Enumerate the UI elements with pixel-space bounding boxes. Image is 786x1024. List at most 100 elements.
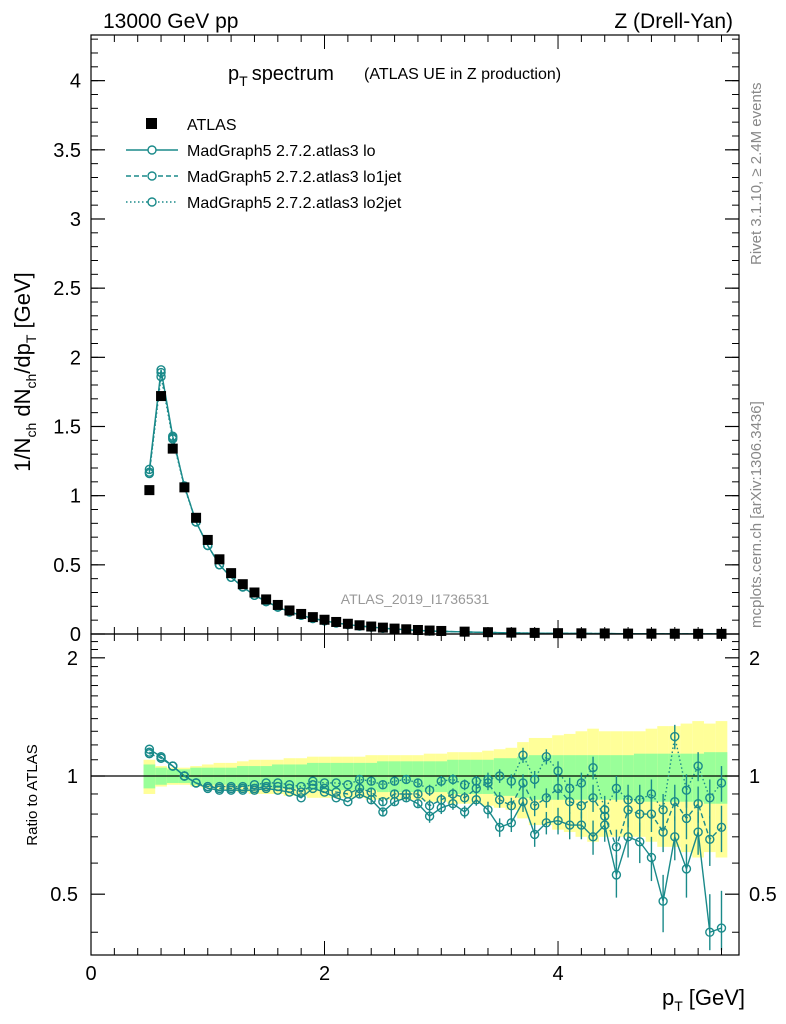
- ratio-point: [611, 783, 622, 794]
- ratio-point: [576, 778, 587, 788]
- ratio-point: [424, 801, 435, 811]
- data-point: [249, 587, 260, 598]
- data-point: [226, 568, 237, 579]
- main-title: pT spectrum (ATLAS UE in Z production): [228, 63, 561, 89]
- band-inner: [645, 753, 658, 802]
- rivet-label: Rivet 3.1.10, ≥ 2.4M events: [748, 83, 765, 266]
- ratio-point: [144, 748, 155, 759]
- band-inner: [412, 761, 424, 793]
- data-point: [307, 612, 318, 623]
- ratio-point: [600, 805, 610, 815]
- ratio-point: [343, 780, 353, 790]
- legend-label: MadGraph5 2.7.2.atlas3 lo2jet: [187, 195, 402, 212]
- ratio-point: [635, 795, 645, 805]
- legend-marker-circle: [147, 171, 157, 181]
- ratio-point: [681, 785, 692, 795]
- legend-label: MadGraph5 2.7.2.atlas3 lo1jet: [187, 169, 402, 186]
- ratio-point: [366, 776, 376, 786]
- ratio-line-2: [149, 751, 722, 849]
- data-point: [342, 618, 353, 629]
- data-point: [179, 482, 190, 493]
- legend-label: MadGraph5 2.7.2.atlas3 lo: [187, 143, 376, 160]
- ratio-point: [401, 789, 411, 799]
- ratio-point: [529, 829, 540, 840]
- ratio-point: [705, 834, 715, 844]
- ratio-ytick-label: 0.5: [50, 884, 78, 906]
- ratio-point: [448, 774, 458, 785]
- ratio-point: [156, 753, 166, 763]
- ratio-point: [565, 820, 575, 830]
- ratio-xtick-label: 0: [85, 963, 96, 985]
- band-inner: [657, 753, 669, 802]
- ratio-point: [273, 778, 283, 788]
- ratio-point: [249, 780, 260, 790]
- ratio-point: [331, 793, 341, 803]
- ratio-point: [506, 801, 517, 811]
- title-main: p: [228, 63, 239, 85]
- ratio-point: [506, 776, 517, 786]
- main-ytick-label: 0.5: [53, 555, 81, 577]
- ratio-point: [576, 801, 587, 811]
- legend-marker-circle: [147, 145, 157, 155]
- ratio-point: [483, 774, 493, 785]
- ratio-point: [635, 837, 645, 847]
- ratio-point: [296, 793, 306, 803]
- data-point: [261, 594, 272, 605]
- title-extra: (ATLAS UE in Z production): [364, 66, 561, 83]
- data-point: [156, 391, 167, 402]
- ratio-point: [646, 852, 657, 863]
- x-axis-label: pT [GeV]: [662, 985, 745, 1014]
- ratio-point: [378, 797, 388, 807]
- ratio-point: [261, 781, 271, 792]
- ratio-point: [319, 783, 330, 794]
- ratio-point: [413, 789, 423, 799]
- ratio-point: [179, 771, 190, 781]
- mc-line-2: [148, 372, 722, 635]
- band-inner: [703, 752, 716, 804]
- title-sub: T: [239, 73, 248, 89]
- ratio-point: [168, 761, 178, 771]
- ratio-plot-area: 0 2 4 0.5 0.5 1 1 2 2: [50, 633, 777, 985]
- band-inner: [633, 753, 646, 802]
- main-ytick-label: 1: [70, 486, 81, 508]
- ratio-point: [670, 731, 680, 742]
- data-point: [167, 443, 178, 454]
- ratio-point: [541, 793, 552, 803]
- ratio-point: [658, 827, 668, 837]
- main-ylabel: 1/Nch dNch/dpT [GeV]: [10, 272, 39, 472]
- ratio-point: [518, 778, 528, 788]
- data-point: [424, 625, 435, 636]
- legend-marker-data: [146, 118, 157, 129]
- data-point: [296, 608, 307, 619]
- ratio-point: [378, 780, 388, 790]
- ratio-point: [144, 744, 155, 754]
- ratio-xtick-label: 4: [552, 963, 563, 985]
- ratio-point: [553, 815, 563, 826]
- mc-point: [144, 468, 155, 479]
- data-point: [354, 620, 365, 631]
- ratio-point: [705, 793, 715, 803]
- ratio-point: [541, 818, 552, 828]
- ratio-point: [693, 761, 703, 771]
- ratio-point: [191, 778, 201, 788]
- ratio-xtick-label: 2: [319, 963, 330, 985]
- ratio-point: [588, 832, 598, 842]
- ratio-point: [518, 797, 528, 807]
- ratio-point: [203, 781, 213, 792]
- ratio-point: [284, 783, 295, 794]
- ratio-point: [424, 785, 435, 795]
- ratio-point: [716, 822, 727, 833]
- main-ytick-label: 2: [70, 347, 81, 369]
- ratio-frame: [90, 633, 740, 956]
- ratio-point: [308, 780, 318, 790]
- ratio-point: [343, 789, 353, 799]
- ratio-point: [553, 766, 563, 776]
- legend-label: ATLAS: [187, 117, 237, 134]
- legend: ATLAS MadGraph5 2.7.2.atlas3 lo MadGraph5 …: [126, 117, 402, 212]
- ratio-point: [506, 818, 517, 828]
- data-point: [272, 599, 283, 610]
- ratio-point: [354, 774, 365, 785]
- band-inner: [622, 755, 634, 800]
- main-ytick-label: 3: [70, 209, 81, 231]
- data-point: [202, 534, 213, 545]
